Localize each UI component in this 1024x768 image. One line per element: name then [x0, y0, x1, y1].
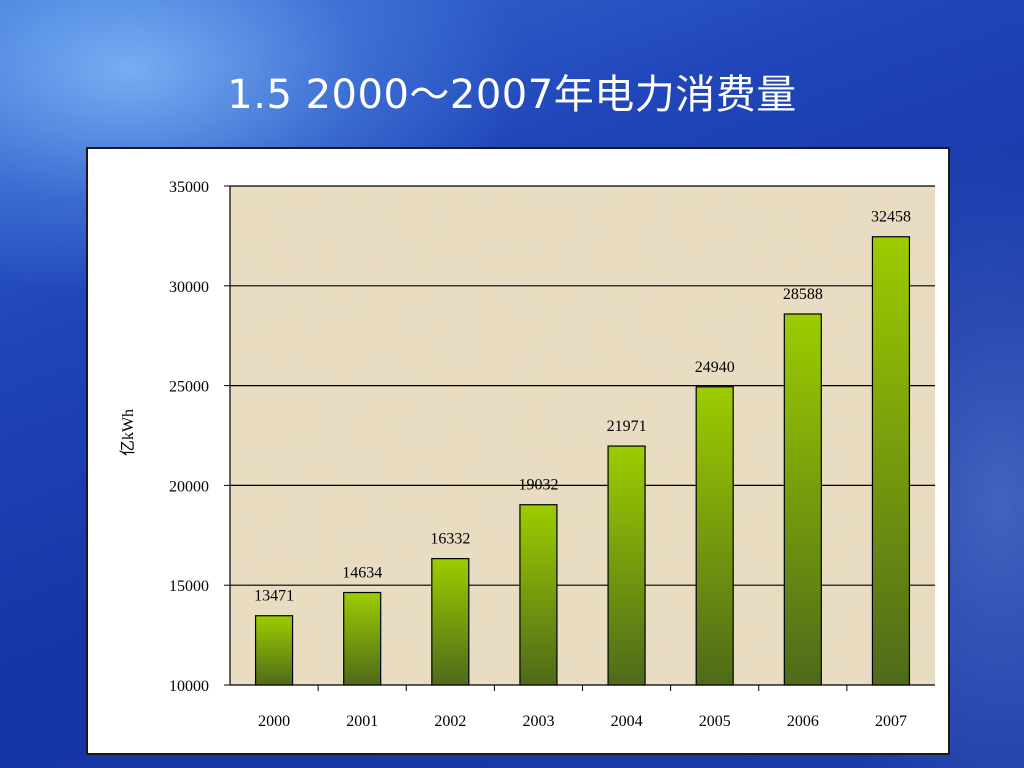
y-tick-label: 35000 — [169, 179, 209, 196]
bar-2007 — [871, 236, 911, 686]
y-axis-label: 亿kWh — [119, 409, 137, 456]
x-tick-label-2004: 2004 — [611, 713, 643, 730]
bar-2000 — [254, 615, 294, 686]
x-tick-label-2000: 2000 — [258, 713, 290, 730]
x-tick-label-2006: 2006 — [787, 713, 819, 730]
x-tick-label-2007: 2007 — [875, 713, 907, 730]
x-tick-label-2003: 2003 — [522, 713, 554, 730]
y-tick-label: 25000 — [169, 379, 209, 396]
data-label-2006: 28588 — [783, 286, 823, 303]
data-label-2005: 24940 — [695, 359, 735, 376]
y-tick-label: 20000 — [169, 478, 209, 495]
x-tick-label-2001: 2001 — [346, 713, 378, 730]
plot-texture — [230, 186, 935, 685]
data-label-2004: 21971 — [607, 418, 647, 435]
data-label-2001: 14634 — [342, 565, 382, 582]
data-label-2007: 32458 — [871, 209, 911, 226]
x-tick-label-2002: 2002 — [434, 713, 466, 730]
bar-2001 — [343, 591, 382, 686]
slide-title: 1.5 2000～2007年电力消费量 — [227, 72, 797, 118]
y-tick-label: 30000 — [169, 279, 209, 296]
data-label-2000: 13471 — [254, 588, 294, 605]
bar-2004 — [607, 445, 646, 686]
x-tick-label-2005: 2005 — [699, 713, 731, 730]
bar-2006 — [783, 313, 822, 686]
data-label-2003: 19032 — [518, 477, 558, 494]
y-tick-label: 15000 — [169, 578, 209, 595]
y-tick-label: 10000 — [169, 678, 209, 695]
bar-2002 — [431, 558, 470, 686]
bar-2003 — [519, 504, 558, 686]
data-label-2002: 16332 — [430, 531, 470, 548]
bar-2005 — [695, 386, 734, 686]
